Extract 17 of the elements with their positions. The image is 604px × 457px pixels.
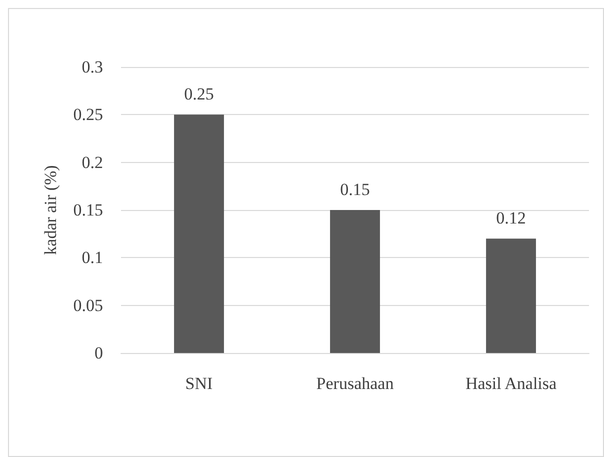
bar xyxy=(174,114,224,353)
x-tick-label: SNI xyxy=(185,374,214,393)
bar xyxy=(330,210,380,353)
y-axis-title: kadar air (%) xyxy=(41,165,60,255)
y-tick-label: 0.1 xyxy=(82,248,103,268)
y-tick-label: 0.05 xyxy=(73,296,103,315)
data-label: 0.25 xyxy=(184,84,214,104)
x-tick-label: Hasil Analisa xyxy=(465,374,558,393)
y-tick-label: 0.2 xyxy=(82,152,103,172)
y-tick-label: 0.15 xyxy=(73,200,103,220)
y-tick-label: 0.3 xyxy=(82,58,103,76)
x-tick-label: Perusahaan xyxy=(316,374,394,393)
data-label: 0.15 xyxy=(340,180,370,199)
y-tick-label: 0.25 xyxy=(73,105,103,124)
data-label: 0.12 xyxy=(496,208,526,228)
bar xyxy=(486,238,536,353)
y-tick-label: 0 xyxy=(94,344,103,362)
